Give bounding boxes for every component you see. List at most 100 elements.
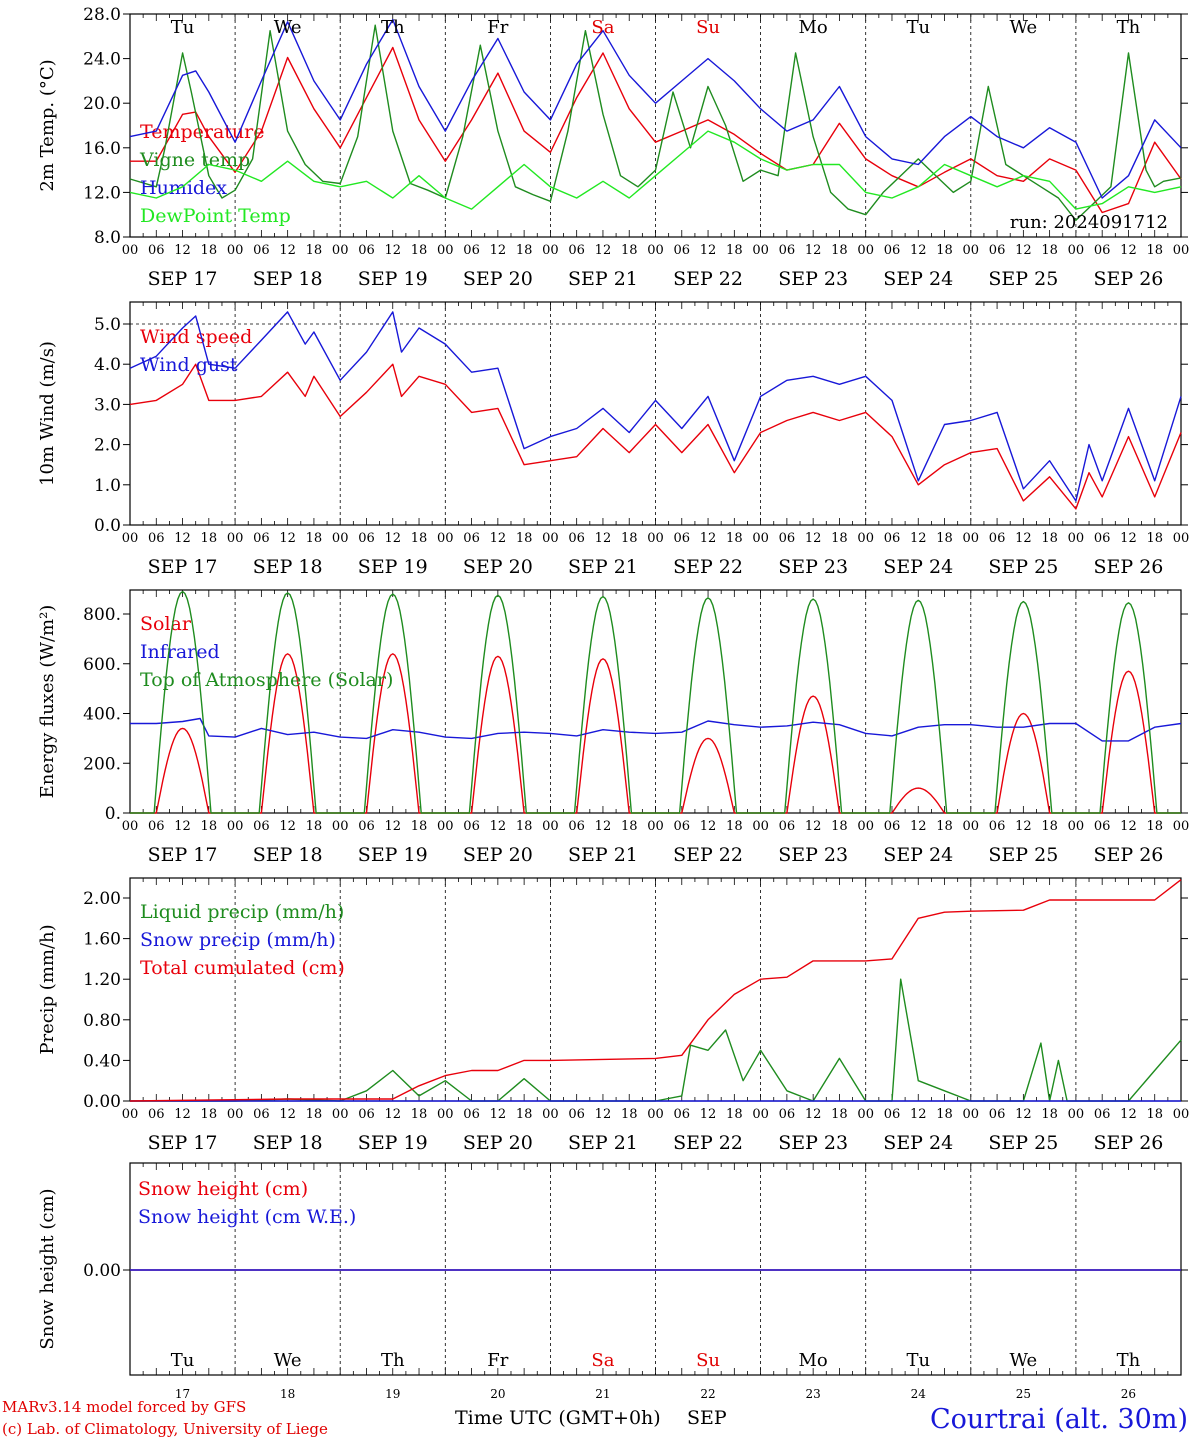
hour-tick-label: 18 <box>936 1107 953 1122</box>
hour-tick-label: 18 <box>936 819 953 834</box>
hour-tick-label: 06 <box>358 531 375 546</box>
hour-tick-label: 00 <box>1068 531 1085 546</box>
plot-frame <box>129 13 1182 238</box>
y-tick-label: 2.0 <box>94 436 121 456</box>
hour-tick-label: 12 <box>384 1107 401 1122</box>
hour-tick-label: 06 <box>148 531 165 546</box>
day-label: Sa <box>591 1350 614 1371</box>
date-label: SEP 19 <box>358 844 428 866</box>
legend-entry: Vigne temp <box>139 149 250 171</box>
series-humidex <box>129 18 1182 199</box>
hour-tick-label: 00 <box>122 1107 139 1122</box>
day-label: Th <box>1117 17 1141 38</box>
y-tick-label: 20.0 <box>83 94 121 114</box>
date-label: SEP 21 <box>568 1132 638 1154</box>
hour-tick-label: 18 <box>411 819 428 834</box>
hour-tick-label: 18 <box>306 819 323 834</box>
series-vigne-temp <box>129 24 1182 221</box>
hour-tick-label: 06 <box>989 1107 1006 1122</box>
date-label: SEP 22 <box>673 268 743 290</box>
hour-tick-label: 12 <box>384 819 401 834</box>
hour-tick-label: 12 <box>1120 1107 1137 1122</box>
legend-entry: Temperature <box>140 121 264 143</box>
hour-tick-label: 12 <box>279 531 296 546</box>
hour-tick-label: 00 <box>647 1107 664 1122</box>
hour-tick-label: 12 <box>1120 531 1137 546</box>
y-tick-label: 0.00 <box>83 1092 121 1112</box>
hour-tick-label: 06 <box>253 819 270 834</box>
hour-tick-label: 00 <box>122 819 139 834</box>
legend-entry: Infrared <box>140 641 220 663</box>
y-axis-label: 2m Temp. (°C) <box>37 59 58 191</box>
hour-tick-label: 06 <box>463 243 480 258</box>
hour-tick-label: 18 <box>201 1107 218 1122</box>
y-axis-label: 10m Wind (m/s) <box>37 341 58 486</box>
day-label: Mo <box>799 17 828 38</box>
hour-tick-label: 12 <box>490 1107 507 1122</box>
y-tick-label: 28.0 <box>83 5 121 25</box>
plot-frame <box>129 589 1182 814</box>
plot-frame <box>129 301 1182 526</box>
day-label: Tu <box>906 1350 930 1371</box>
series-wind-gust <box>129 311 1182 502</box>
hour-tick-label: 06 <box>568 819 585 834</box>
hour-tick-label: 12 <box>384 531 401 546</box>
legend-entry: Liquid precip (mm/h) <box>140 901 344 923</box>
hour-tick-label: 18 <box>621 531 638 546</box>
y-tick-label: 24.0 <box>83 50 121 70</box>
hour-tick-label: 00 <box>437 243 454 258</box>
y-tick-label: 1.60 <box>83 930 121 950</box>
hour-tick-label: 06 <box>884 243 901 258</box>
y-tick-label: 800. <box>83 605 121 625</box>
hour-tick-label: 18 <box>1041 243 1058 258</box>
hour-tick-label: 06 <box>1094 531 1111 546</box>
day-label: Sa <box>591 17 614 38</box>
hour-tick-label: 00 <box>963 243 980 258</box>
date-label: SEP 23 <box>778 268 848 290</box>
date-label: SEP 17 <box>148 1132 218 1154</box>
hour-tick-label: 06 <box>253 243 270 258</box>
hour-tick-label: 00 <box>963 531 980 546</box>
hour-tick-label: 06 <box>884 531 901 546</box>
y-tick-label: 1.20 <box>83 970 121 990</box>
date-label: SEP 25 <box>988 1132 1058 1154</box>
hour-tick-label: 00 <box>963 1107 980 1122</box>
hour-tick-label: 06 <box>779 819 796 834</box>
day-label: Mo <box>799 1350 828 1371</box>
hour-tick-label: 12 <box>1120 819 1137 834</box>
hour-tick-label: 18 <box>306 1107 323 1122</box>
day-label: We <box>1010 17 1038 38</box>
y-axis-label: Energy fluxes (W/m²) <box>37 605 58 799</box>
series-wind-speed <box>129 363 1182 510</box>
hour-tick-label: 18 <box>726 243 743 258</box>
hour-tick-label: 18 <box>306 243 323 258</box>
hour-tick-label: 18 <box>201 243 218 258</box>
series-liquid-precip-mm-h <box>130 978 1182 1102</box>
hour-tick-label: 18 <box>201 819 218 834</box>
hour-tick-label: 18 <box>1146 243 1163 258</box>
hour-tick-label: 12 <box>595 819 612 834</box>
legend-entry: Wind speed <box>140 326 252 348</box>
date-label: SEP 17 <box>148 844 218 866</box>
series-total-cumulated-cm <box>129 879 1182 1102</box>
y-tick-label: 0.00 <box>83 1261 121 1281</box>
legend-entry: DewPoint Temp <box>140 205 291 227</box>
date-label: SEP 20 <box>463 268 533 290</box>
hour-tick-label: 18 <box>831 531 848 546</box>
hour-tick-label: 06 <box>358 1107 375 1122</box>
date-label: SEP 22 <box>673 1132 743 1154</box>
day-label: Th <box>1117 1350 1141 1371</box>
y-tick-label: 0.0 <box>94 516 121 536</box>
hour-tick-label: 12 <box>1015 531 1032 546</box>
date-label: SEP 20 <box>463 1132 533 1154</box>
y-tick-label: 3.0 <box>94 395 121 415</box>
hour-tick-label: 06 <box>884 819 901 834</box>
day-label: Tu <box>171 1350 195 1371</box>
hour-tick-label: 12 <box>1015 1107 1032 1122</box>
hour-tick-label: 06 <box>1094 1107 1111 1122</box>
legend-entry: Solar <box>140 613 192 635</box>
hour-tick-label: 06 <box>568 531 585 546</box>
hour-tick-label: 12 <box>700 819 717 834</box>
hour-tick-label: 00 <box>332 819 349 834</box>
legend-entry: Snow height (cm W.E.) <box>138 1206 356 1228</box>
